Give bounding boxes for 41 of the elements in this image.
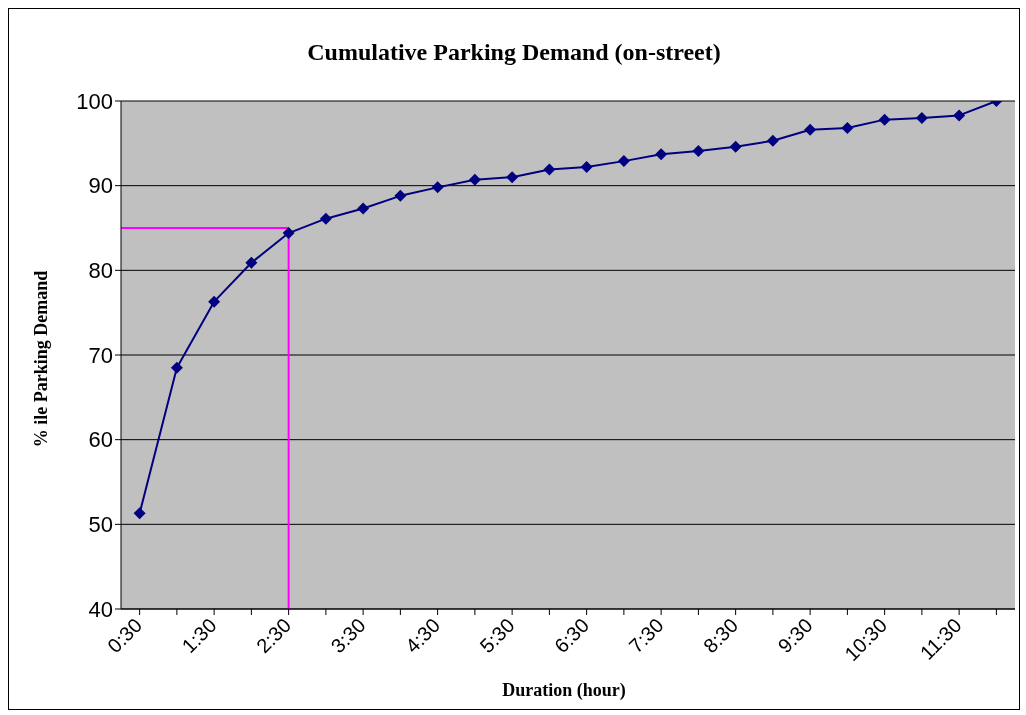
point bbox=[841, 122, 854, 135]
x-tick-label: 6:30 bbox=[550, 614, 594, 658]
point bbox=[431, 181, 444, 194]
point bbox=[133, 507, 146, 520]
x-tick-label: 7:30 bbox=[624, 614, 668, 658]
x-tick-label: 3:30 bbox=[326, 614, 370, 658]
point bbox=[878, 113, 891, 126]
y-tick-label: 80 bbox=[88, 258, 113, 284]
chart-title: Cumulative Parking Demand (on-street) bbox=[306, 39, 722, 66]
point bbox=[915, 111, 928, 124]
point bbox=[804, 123, 817, 136]
point bbox=[319, 212, 332, 225]
point bbox=[170, 361, 183, 374]
point bbox=[208, 295, 221, 308]
x-tick-label: 5:30 bbox=[475, 614, 519, 658]
x-tick-label: 8:30 bbox=[699, 614, 743, 658]
y-tick-label: 50 bbox=[88, 512, 113, 538]
point bbox=[953, 109, 966, 122]
y-tick-label: 100 bbox=[76, 88, 113, 114]
point bbox=[766, 134, 779, 147]
point bbox=[655, 148, 668, 161]
y-tick-label: 60 bbox=[88, 427, 113, 453]
x-tick-label: 4:30 bbox=[401, 614, 445, 658]
point bbox=[245, 256, 258, 269]
y-tick-label: 40 bbox=[88, 596, 113, 622]
point bbox=[580, 161, 593, 174]
point bbox=[692, 144, 705, 157]
point bbox=[543, 163, 556, 176]
x-tick-label: 9:30 bbox=[773, 614, 817, 658]
point bbox=[468, 173, 481, 186]
x-axis-title: Duration (hour) bbox=[501, 680, 627, 701]
point bbox=[506, 171, 519, 184]
y-tick-label: 70 bbox=[88, 342, 113, 368]
point bbox=[282, 227, 295, 240]
point bbox=[357, 202, 370, 215]
y-axis-title: % ile Parking Demand bbox=[30, 270, 52, 448]
point bbox=[617, 155, 630, 168]
x-tick-label: 1:30 bbox=[177, 614, 221, 658]
y-tick-label: 90 bbox=[88, 173, 113, 199]
point bbox=[729, 140, 742, 153]
point bbox=[394, 189, 407, 202]
